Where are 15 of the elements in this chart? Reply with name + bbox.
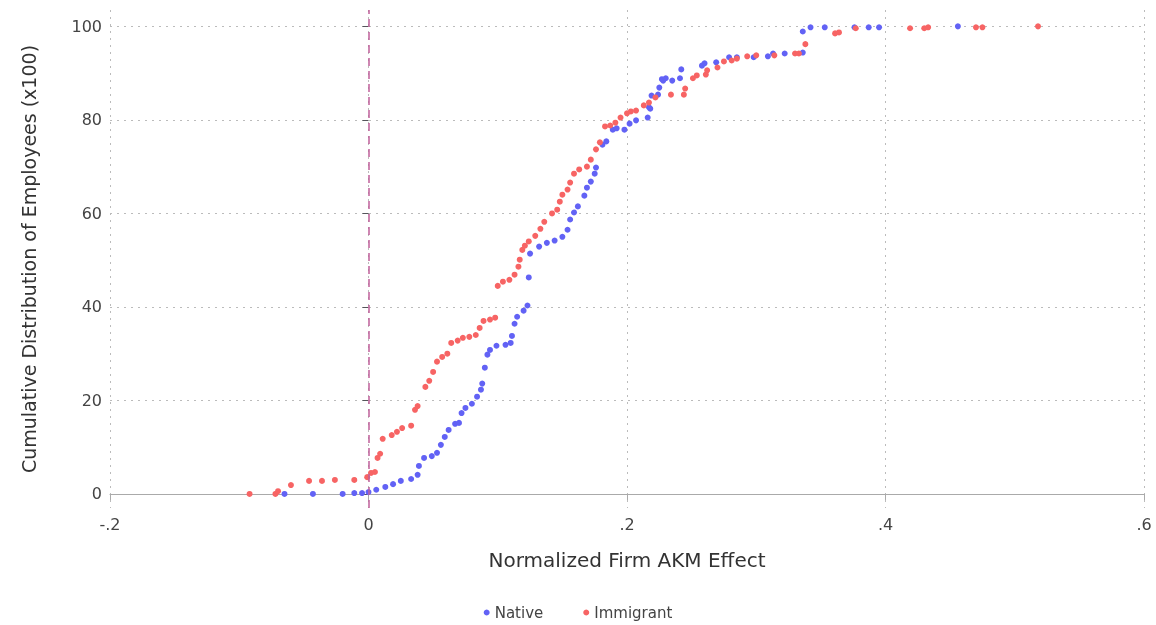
y-axis-title: Cumulative Distribution of Employees (x100) xyxy=(17,44,40,474)
x-axis-title: Normalized Firm AKM Effect xyxy=(488,548,766,572)
x-tick-label: -.2 xyxy=(99,514,121,534)
y-tick-label: 80 xyxy=(81,110,102,130)
y-tick-label: 40 xyxy=(81,297,102,317)
y-tick-label: 0 xyxy=(91,484,102,504)
y-tick-label: 100 xyxy=(71,16,102,36)
legend-label: Native xyxy=(494,603,544,622)
x-tick-label: .2 xyxy=(619,514,635,534)
x-tick-label: .4 xyxy=(877,514,894,534)
x-tick-label: 0 xyxy=(363,514,374,534)
legend-label: Immigrant xyxy=(594,603,673,622)
x-tick-label: .6 xyxy=(1136,514,1152,534)
y-tick-label: 60 xyxy=(81,203,102,223)
y-tick-label: 20 xyxy=(81,390,102,410)
